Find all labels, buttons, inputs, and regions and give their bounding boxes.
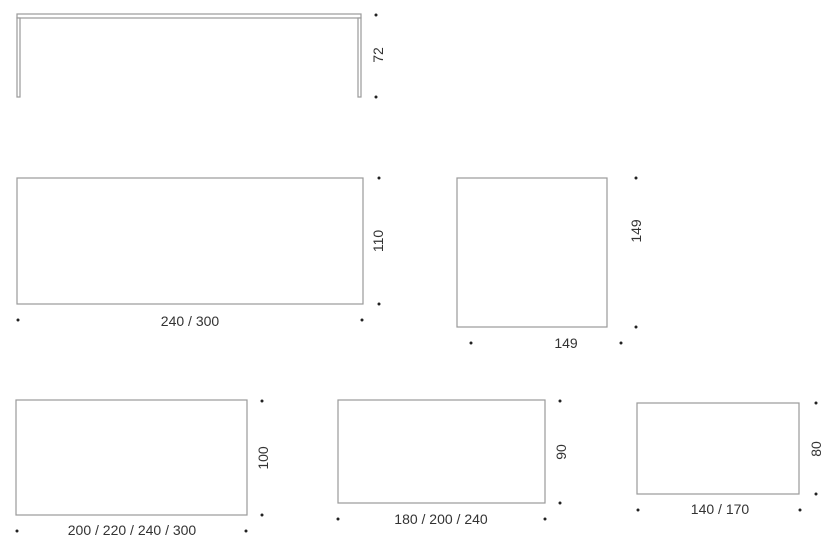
table-plan-b: 149 149 <box>456 176 644 351</box>
dimension-marker <box>798 508 802 512</box>
table-leg-left <box>16 17 21 98</box>
depth-label: 110 <box>370 230 386 253</box>
dimension-marker <box>558 399 562 403</box>
dimension-marker <box>16 318 20 322</box>
table-plan-c: 100 200 / 220 / 240 / 300 <box>15 399 271 538</box>
depth-label: 80 <box>808 441 824 457</box>
dimension-marker <box>543 517 547 521</box>
dimension-marker <box>558 501 562 505</box>
table-plan-e: 80 140 / 170 <box>636 401 824 517</box>
dimension-marker <box>636 508 640 512</box>
dimension-marker <box>377 302 381 306</box>
tabletop-outline <box>456 177 608 328</box>
tabletop-outline <box>337 399 546 504</box>
width-label: 180 / 200 / 240 <box>394 511 488 527</box>
depth-label: 90 <box>553 444 569 460</box>
dimension-marker <box>336 517 340 521</box>
dimension-marker <box>634 176 638 180</box>
tabletop-outline <box>15 399 248 516</box>
width-label: 200 / 220 / 240 / 300 <box>68 522 197 538</box>
width-label: 240 / 300 <box>161 313 220 329</box>
dimension-marker <box>619 341 623 345</box>
dimension-marker <box>374 13 378 17</box>
dimension-marker <box>377 176 381 180</box>
table-leg-right <box>357 17 362 98</box>
height-label: 72 <box>370 47 386 63</box>
dimension-marker <box>469 341 473 345</box>
dimension-marker <box>260 399 264 403</box>
dimension-marker <box>15 529 19 533</box>
dimension-marker <box>360 318 364 322</box>
dimension-marker <box>634 325 638 329</box>
table-plan-a: 110 240 / 300 <box>16 176 386 329</box>
dimension-marker <box>244 529 248 533</box>
table-top-profile <box>16 13 362 19</box>
dimension-marker <box>814 401 818 405</box>
table-plan-d: 90 180 / 200 / 240 <box>336 399 569 527</box>
width-label: 149 <box>554 335 578 351</box>
tabletop-outline <box>636 402 800 495</box>
dimension-marker <box>260 513 264 517</box>
width-label: 140 / 170 <box>691 501 750 517</box>
depth-label: 100 <box>255 446 271 470</box>
table-elevation: 72 <box>16 13 386 99</box>
depth-label: 149 <box>628 219 644 243</box>
dimension-marker <box>374 95 378 99</box>
dimension-marker <box>814 492 818 496</box>
tabletop-outline <box>16 177 364 305</box>
